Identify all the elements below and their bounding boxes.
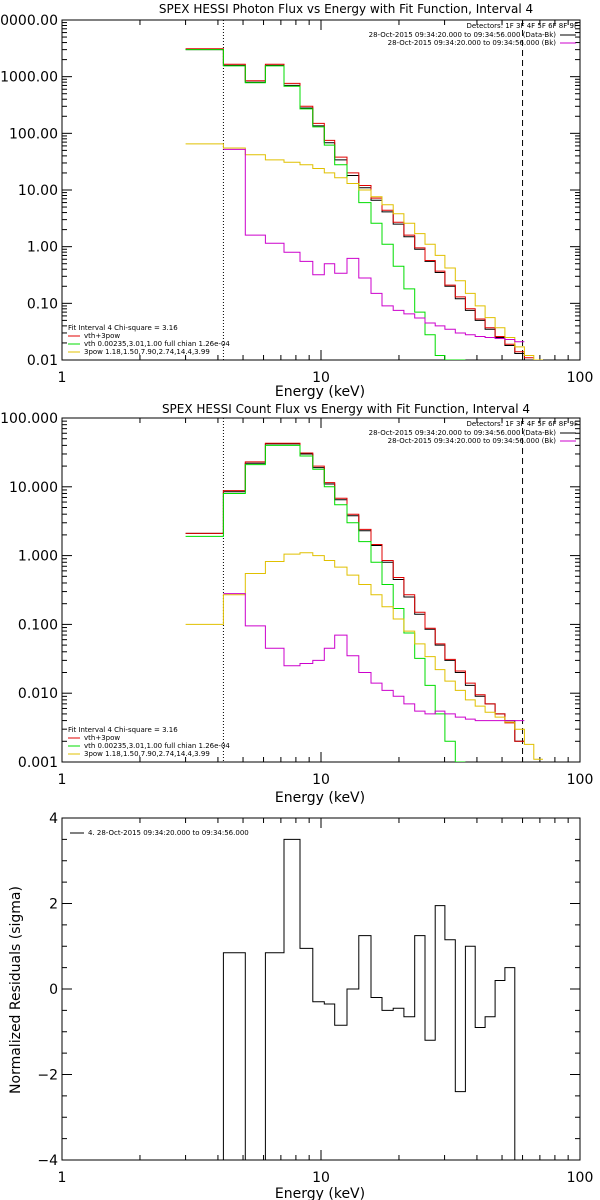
y-tick-label: 0000.00	[0, 13, 58, 29]
x-tick-label: 10	[312, 1170, 330, 1186]
y-tick-label: 0.100	[18, 617, 58, 633]
x-tick-label: 1	[58, 370, 67, 386]
fit-header-label: Fit Interval 4 Chi-square = 3.16	[68, 324, 178, 332]
series-vth-line	[185, 49, 466, 360]
series-group	[222, 838, 516, 1160]
x-tick-label: 10	[312, 772, 330, 788]
y-tick-label: 1.00	[27, 240, 58, 256]
series-bk-line	[223, 148, 525, 343]
plot-frame	[61, 19, 581, 361]
series-4-28-oct-2015-09-34-20-000-to-09-34-56-000-line	[222, 838, 516, 1160]
time-interval-label: 28-Oct-2015 09:34:20.000 to 09:34:56.000…	[388, 437, 557, 445]
x-tick-label: 1	[58, 772, 67, 788]
series-group	[185, 48, 543, 360]
y-tick-label: 10.000	[9, 480, 58, 496]
fit-legend-label: 3pow 1.18,1.50,7.90,2.74,14.4,3.99	[84, 348, 210, 356]
series-vth-3pow-line	[185, 442, 525, 742]
count-flux-panel: SPEX HESSI Count Flux vs Energy with Fit…	[0, 402, 593, 806]
fit-legend-label: vth+3pow	[84, 734, 120, 742]
series-group	[185, 442, 543, 762]
y-tick-label: 0	[49, 982, 58, 998]
series-3pow-line	[185, 552, 543, 760]
y-tick-label: 4	[49, 811, 58, 827]
plot-frame	[61, 817, 581, 1161]
fit-legend-label: vth+3pow	[84, 332, 120, 340]
time-interval-label: 28-Oct-2015 09:34:20.000 to 09:34:56.000…	[388, 39, 557, 47]
y-tick-label: −4	[37, 1153, 58, 1169]
y-tick-label: 0.10	[27, 296, 58, 312]
series-vth-line	[185, 444, 466, 762]
fit-legend-label: vth 0.00235,3.01,1.00 full chian 1.26e-0…	[84, 340, 230, 348]
residuals-panel: Energy (keV) Normalized Residuals (sigma…	[8, 811, 593, 1200]
series-data-bk-line	[185, 49, 534, 360]
y-tick-label: 0.001	[18, 755, 58, 771]
y-tick-label: 100.000	[0, 411, 58, 427]
y-tick-label: 1.000	[18, 549, 58, 565]
fit-legend-label: 3pow 1.18,1.50,7.90,2.74,14.4,3.99	[84, 750, 210, 758]
photon-flux-xlabel: Energy (keV)	[275, 384, 365, 400]
y-tick-label: −2	[37, 1068, 58, 1084]
time-interval-label: 28-Oct-2015 09:34:20.000 to 09:34:56.000…	[369, 429, 557, 437]
photon-flux-panel: SPEX HESSI Photon Flux vs Energy with Fi…	[0, 2, 593, 400]
residuals-ylabel: Normalized Residuals (sigma)	[8, 886, 24, 1094]
count-flux-xlabel: Energy (keV)	[275, 790, 365, 806]
detectors-label: Detectors: 1F 3F 4F 5F 6F 8F 9F	[467, 22, 578, 30]
series-bk-line	[223, 593, 525, 722]
y-tick-label: 0.01	[27, 353, 58, 369]
count-flux-title: SPEX HESSI Count Flux vs Energy with Fit…	[162, 402, 530, 416]
series-3pow-line	[185, 143, 543, 360]
y-tick-label: 10.00	[18, 183, 58, 199]
residual-legend-label: 4. 28-Oct-2015 09:34:20.000 to 09:34:56.…	[88, 829, 249, 837]
series-vth-3pow-line	[185, 48, 534, 359]
time-interval-label: 28-Oct-2015 09:34:20.000 to 09:34:56.000…	[369, 31, 557, 39]
fit-header-label: Fit Interval 4 Chi-square = 3.16	[68, 726, 178, 734]
y-tick-label: 0.010	[18, 686, 58, 702]
fit-legend-label: vth 0.00235,3.01,1.00 full chian 1.26e-0…	[84, 742, 230, 750]
photon-flux-title: SPEX HESSI Photon Flux vs Energy with Fi…	[159, 2, 533, 16]
x-tick-label: 10	[312, 370, 330, 386]
detectors-label: Detectors: 1F 3F 4F 5F 6F 8F 9F	[467, 420, 578, 428]
y-tick-label: 2	[49, 897, 58, 913]
x-tick-label: 100	[567, 370, 594, 386]
y-tick-label: 1000.00	[0, 70, 58, 86]
residuals-xlabel: Energy (keV)	[275, 1186, 365, 1200]
x-tick-label: 100	[567, 1170, 594, 1186]
x-tick-label: 100	[567, 772, 594, 788]
y-tick-label: 100.00	[9, 126, 58, 142]
x-tick-label: 1	[58, 1170, 67, 1186]
series-data-bk-line	[185, 443, 525, 742]
